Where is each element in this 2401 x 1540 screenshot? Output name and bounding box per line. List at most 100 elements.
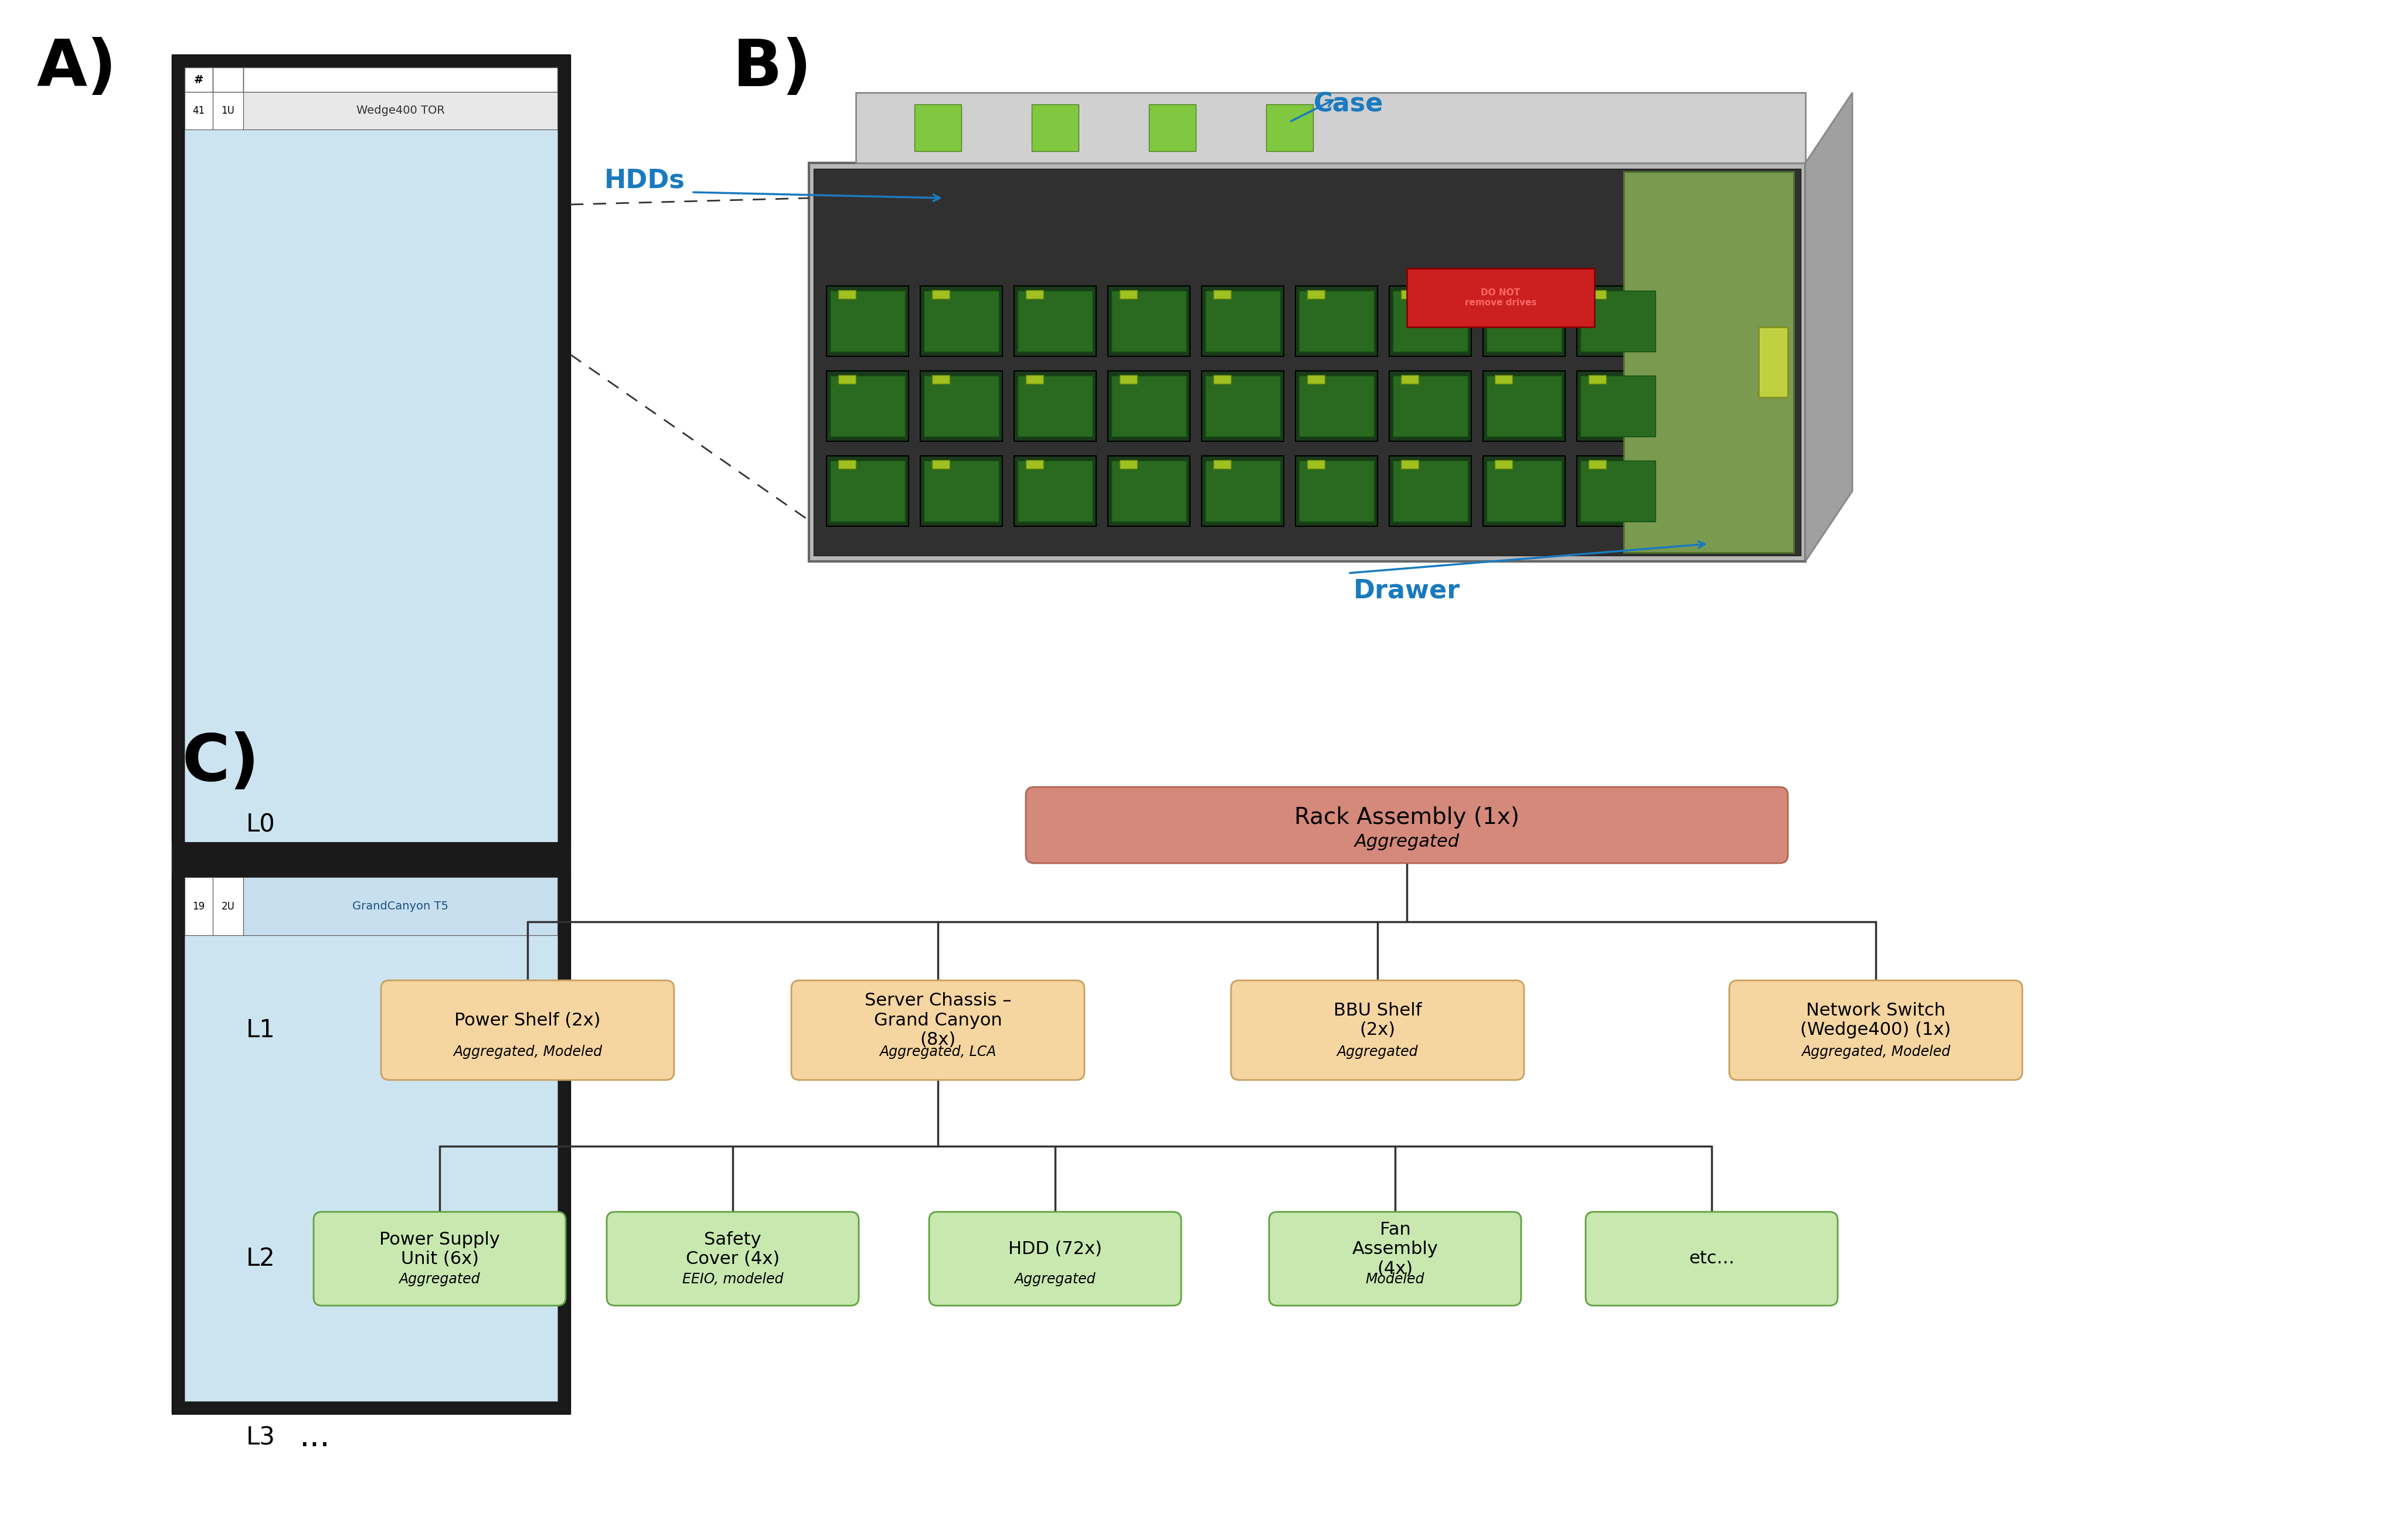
- Bar: [932, 290, 951, 299]
- Bar: [185, 68, 214, 92]
- Bar: [838, 376, 855, 383]
- Text: #: #: [194, 74, 204, 85]
- Text: EEIO, modeled: EEIO, modeled: [682, 1272, 783, 1286]
- Text: Drawer: Drawer: [1354, 578, 1460, 604]
- Text: BBU Shelf
(2x): BBU Shelf (2x): [1333, 1003, 1421, 1038]
- Bar: [1496, 290, 1513, 299]
- Bar: [1484, 286, 1565, 356]
- Text: Server Chassis –
Grand Canyon
(8x): Server Chassis – Grand Canyon (8x): [864, 992, 1011, 1049]
- Bar: [1390, 371, 1472, 442]
- Bar: [1013, 371, 1097, 442]
- Bar: [1390, 286, 1472, 356]
- FancyBboxPatch shape: [929, 1212, 1181, 1306]
- Bar: [1623, 171, 1794, 553]
- Text: GrandCanyon T5: GrandCanyon T5: [353, 901, 449, 912]
- Bar: [924, 291, 999, 351]
- Bar: [1150, 105, 1196, 151]
- Text: L2: L2: [247, 1246, 276, 1270]
- FancyBboxPatch shape: [1270, 1212, 1522, 1306]
- Bar: [1107, 371, 1191, 442]
- FancyBboxPatch shape: [382, 981, 675, 1080]
- Bar: [1205, 460, 1280, 522]
- Text: etc…: etc…: [1688, 1250, 1734, 1267]
- Text: Power Shelf (2x): Power Shelf (2x): [454, 1012, 600, 1029]
- FancyBboxPatch shape: [1729, 981, 2022, 1080]
- Bar: [1577, 456, 1659, 527]
- Bar: [920, 286, 1001, 356]
- Text: Aggregated, LCA: Aggregated, LCA: [879, 1046, 996, 1060]
- Text: Power Supply
Unit (6x): Power Supply Unit (6x): [379, 1230, 499, 1267]
- Bar: [214, 68, 243, 92]
- Bar: [1407, 268, 1594, 326]
- Bar: [809, 163, 1806, 562]
- Text: Rack Assembly (1x): Rack Assembly (1x): [1294, 807, 1520, 829]
- Bar: [173, 54, 571, 1414]
- Text: 2U: 2U: [221, 901, 235, 912]
- Bar: [243, 68, 557, 92]
- Text: Aggregated: Aggregated: [1016, 1272, 1095, 1286]
- Bar: [924, 460, 999, 522]
- Bar: [838, 290, 855, 299]
- Bar: [1393, 291, 1467, 351]
- Text: 41: 41: [192, 105, 204, 116]
- Bar: [185, 878, 214, 935]
- Bar: [1400, 376, 1419, 383]
- FancyBboxPatch shape: [1232, 981, 1525, 1080]
- Bar: [185, 92, 557, 842]
- Text: 19: 19: [192, 901, 204, 912]
- Text: B): B): [732, 37, 812, 100]
- Text: L3: L3: [247, 1424, 276, 1449]
- Bar: [1589, 460, 1606, 468]
- Text: L1: L1: [247, 1018, 276, 1043]
- FancyBboxPatch shape: [607, 1212, 860, 1306]
- Text: Modeled: Modeled: [1366, 1272, 1424, 1286]
- Bar: [920, 456, 1001, 527]
- Bar: [1577, 286, 1659, 356]
- Bar: [924, 376, 999, 436]
- Bar: [1025, 376, 1044, 383]
- Bar: [826, 456, 908, 527]
- Bar: [1107, 286, 1191, 356]
- Bar: [1580, 460, 1654, 522]
- Text: Aggregated: Aggregated: [1354, 833, 1460, 850]
- Bar: [1580, 291, 1654, 351]
- Bar: [1496, 376, 1513, 383]
- Bar: [1484, 456, 1565, 527]
- Bar: [920, 371, 1001, 442]
- Bar: [831, 460, 905, 522]
- Bar: [243, 92, 557, 129]
- Text: Aggregated, Modeled: Aggregated, Modeled: [1801, 1046, 1950, 1060]
- Bar: [1018, 376, 1092, 436]
- Text: Network Switch
(Wedge400) (1x): Network Switch (Wedge400) (1x): [1801, 1003, 1952, 1038]
- Bar: [1213, 460, 1232, 468]
- Bar: [1119, 290, 1138, 299]
- Bar: [1200, 371, 1285, 442]
- Bar: [826, 286, 908, 356]
- Bar: [1018, 460, 1092, 522]
- Text: Case: Case: [1313, 92, 1383, 117]
- Bar: [214, 878, 243, 935]
- Bar: [1306, 460, 1325, 468]
- Text: C): C): [182, 732, 259, 795]
- Bar: [1013, 286, 1097, 356]
- Bar: [1758, 326, 1789, 397]
- FancyBboxPatch shape: [792, 981, 1085, 1080]
- Bar: [1297, 286, 1378, 356]
- Bar: [243, 878, 557, 935]
- Bar: [1213, 376, 1232, 383]
- Text: Aggregated, Modeled: Aggregated, Modeled: [454, 1046, 603, 1060]
- Bar: [185, 92, 214, 129]
- FancyBboxPatch shape: [1585, 1212, 1837, 1306]
- Bar: [173, 842, 571, 878]
- Text: DO NOT
remove drives: DO NOT remove drives: [1465, 288, 1537, 306]
- Bar: [915, 105, 960, 151]
- Bar: [1400, 460, 1419, 468]
- Polygon shape: [855, 92, 1806, 163]
- Bar: [826, 371, 908, 442]
- Bar: [1299, 460, 1373, 522]
- Bar: [1577, 371, 1659, 442]
- Text: Aggregated: Aggregated: [399, 1272, 480, 1286]
- Bar: [1107, 456, 1191, 527]
- Bar: [1589, 376, 1606, 383]
- Bar: [1297, 456, 1378, 527]
